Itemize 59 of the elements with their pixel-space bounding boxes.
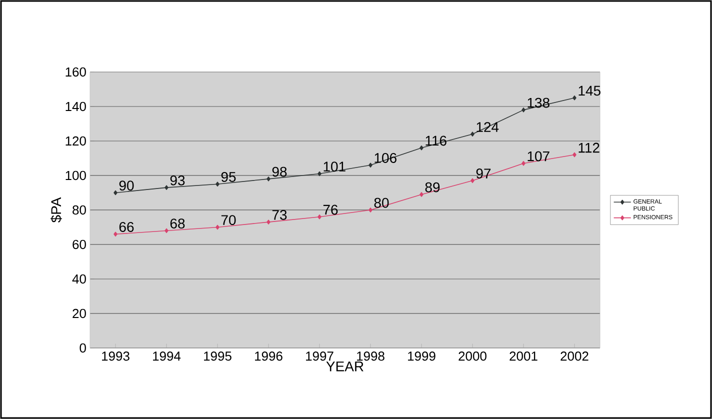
data-label: 107 <box>528 151 550 162</box>
x-axis-title: YEAR <box>326 362 364 372</box>
point <box>318 171 322 176</box>
data-label: 68 <box>170 218 185 228</box>
data-label: 80 <box>374 198 389 208</box>
data-label: 145 <box>578 86 600 96</box>
x-tick-label: 1995 <box>204 352 232 361</box>
y-tick-label: 60 <box>72 240 86 250</box>
data-label: 101 <box>324 162 346 172</box>
y-axis-title: $PA <box>50 197 62 223</box>
data-label: 116 <box>426 136 446 146</box>
x-tick-label: 1996 <box>255 352 282 361</box>
data-label: 93 <box>170 175 185 186</box>
point <box>420 145 424 150</box>
point <box>216 224 220 230</box>
data-label: 112 <box>578 142 600 153</box>
data-label: 138 <box>528 98 550 108</box>
point <box>522 161 526 166</box>
point <box>420 192 424 197</box>
y-tick-label: 40 <box>72 274 86 284</box>
point <box>114 190 118 196</box>
data-label: 89 <box>425 182 440 192</box>
point <box>318 214 322 220</box>
point <box>522 108 526 112</box>
x-tick-label: 1993 <box>102 352 130 361</box>
x-tick-label: 1994 <box>153 352 181 361</box>
x-tick-label: 2001 <box>510 352 538 361</box>
point <box>470 178 474 184</box>
data-label: 76 <box>323 204 338 215</box>
point <box>114 232 118 237</box>
y-tick-label: 160 <box>66 67 86 77</box>
y-tick-label: 140 <box>66 102 86 112</box>
x-tick-label: 2002 <box>560 352 588 361</box>
point <box>572 152 576 158</box>
data-label: 66 <box>119 222 134 232</box>
point <box>266 176 270 182</box>
point <box>572 95 576 100</box>
x-tick-label: 1997 <box>306 352 334 361</box>
y-tick-label: 100 <box>66 170 86 180</box>
point <box>266 220 270 224</box>
data-label: 70 <box>221 215 236 226</box>
point <box>216 182 220 187</box>
point <box>368 162 372 168</box>
point <box>164 185 168 190</box>
data-label: 98 <box>272 166 287 177</box>
data-label: 73 <box>272 210 287 220</box>
data-label: 90 <box>119 180 134 191</box>
point <box>470 132 474 136</box>
data-label: 95 <box>221 172 236 182</box>
x-tick-label: 2000 <box>458 352 486 361</box>
y-tick-label: 20 <box>72 308 86 318</box>
point <box>164 228 168 234</box>
y-tick-label: 120 <box>66 136 86 146</box>
y-tick-label: 80 <box>72 205 86 215</box>
point <box>368 208 372 212</box>
x-tick-label: 1998 <box>357 352 384 361</box>
data-label: 97 <box>476 168 491 178</box>
y-tick-label: 0 <box>80 343 86 353</box>
x-tick-label: 1999 <box>408 352 436 361</box>
